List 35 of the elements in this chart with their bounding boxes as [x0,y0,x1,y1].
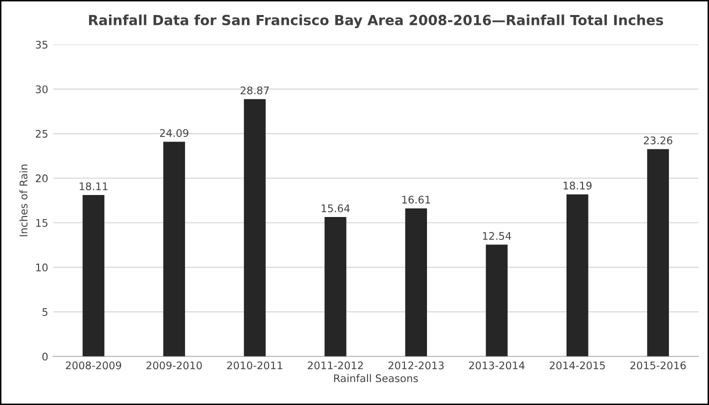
bar [324,217,346,356]
x-tick-label: 2012-2013 [388,361,444,370]
data-label: 18.19 [564,182,592,190]
data-label: 16.61 [402,196,430,204]
x-axis-title: Rainfall Seasons [334,374,418,382]
y-tick-label: 25 [36,130,48,138]
chart-title: Rainfall Data for San Francisco Bay Area 2008-2016—Rainfall Total Inches [89,14,664,28]
data-label: 24.09 [160,129,188,137]
bar [647,149,669,356]
y-tick-label: 35 [36,40,48,49]
x-tick-label: 2010-2011 [227,361,282,370]
y-axis-title: Inches of Rain [19,164,28,236]
bar [566,194,588,356]
x-tick-label: 2011-2012 [308,361,363,370]
data-label: 28.87 [240,86,269,94]
data-label: 15.64 [322,204,350,212]
x-tick-label: 2014-2015 [550,361,605,370]
x-tick-label: 2008-2009 [66,361,122,370]
data-label: 12.54 [482,232,512,240]
x-tick-label: 2013-2014 [469,361,525,370]
bar [486,244,508,356]
bar [405,208,427,356]
bar [244,99,266,356]
bar [82,195,104,356]
y-tick-label: 10 [36,264,48,272]
y-tick-label: 0 [42,352,48,361]
data-label: 23.26 [644,136,672,144]
bar [163,142,186,356]
x-tick-label: 2015-2016 [630,361,686,370]
y-tick-label: 15 [36,219,48,227]
y-tick-label: 20 [36,174,48,182]
y-tick-label: 30 [36,85,48,94]
y-tick-label: 5 [42,308,48,316]
data-label: 18.11 [80,182,108,190]
x-tick-label: 2009-2010 [146,361,202,370]
